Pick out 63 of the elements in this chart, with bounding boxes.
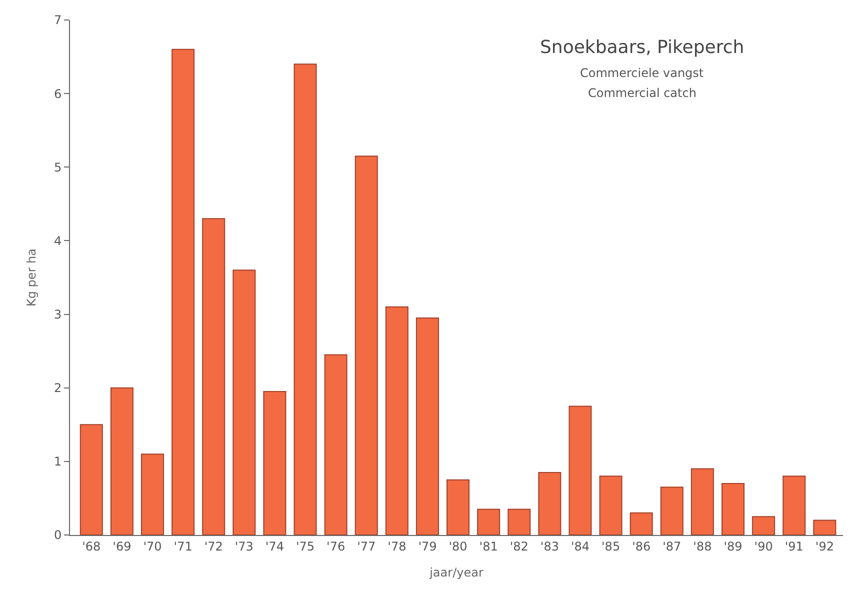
y-tick-label: 4	[54, 234, 62, 248]
bar	[568, 406, 592, 535]
bar	[354, 156, 378, 535]
bar	[232, 270, 256, 535]
x-tick-label: '88	[693, 539, 712, 554]
bar	[263, 391, 286, 535]
bar	[722, 483, 745, 535]
x-tick-label: '73	[234, 539, 254, 554]
y-tick-label: 7	[54, 13, 62, 28]
annotation: Commerciele vangst	[580, 66, 704, 80]
x-tick-label: '72	[204, 539, 223, 554]
x-tick-label: '70	[143, 539, 162, 554]
y-tick-label: 6	[54, 86, 62, 101]
x-tick-label: '78	[388, 539, 406, 554]
y-tick-label: 0	[54, 528, 62, 542]
bar	[752, 516, 776, 535]
bar	[202, 218, 226, 535]
annotation: Commercial catch	[588, 86, 696, 100]
bar	[140, 454, 164, 535]
x-tick-label: '79	[418, 539, 437, 554]
x-tick-label: '69	[112, 539, 132, 554]
bar	[446, 479, 470, 535]
x-tick-label: '77	[357, 539, 376, 554]
bar	[690, 468, 714, 535]
x-tick-label: '85	[602, 539, 620, 554]
x-tick-label: '86	[632, 539, 651, 554]
y-tick-label: 2	[54, 381, 62, 396]
x-tick-label: '84	[570, 539, 590, 554]
x-axis-title: jaar/year	[428, 565, 484, 580]
bar	[813, 520, 836, 535]
bar	[324, 354, 348, 535]
x-tick-label: '89	[724, 539, 742, 554]
bar	[385, 306, 408, 535]
x-tick-label: '74	[265, 539, 284, 554]
x-tick-label: '82	[510, 539, 528, 554]
bar	[508, 508, 531, 535]
bar	[538, 472, 562, 535]
x-tick-label: '92	[815, 539, 834, 554]
x-tick-label: '90	[754, 539, 773, 554]
bar	[782, 476, 806, 535]
x-tick-label: '80	[448, 539, 468, 554]
bar	[80, 424, 103, 535]
x-tick-label: '76	[326, 539, 346, 554]
bar	[172, 48, 195, 535]
y-axis-title: Kg per ha	[24, 248, 38, 307]
y-tick-label: 3	[54, 307, 62, 322]
bar	[110, 387, 134, 535]
y-tick-label: 1	[54, 454, 62, 469]
x-tick-label: '71	[174, 539, 192, 554]
bar	[599, 476, 622, 535]
x-tick-label: '83	[540, 539, 559, 554]
bar	[630, 512, 653, 535]
text: Snoekbaars, Pikeperch	[540, 37, 744, 58]
x-tick-label: '87	[662, 539, 682, 554]
bar	[294, 64, 317, 535]
x-tick-label: '75	[296, 539, 315, 554]
y-tick-label: 5	[54, 160, 62, 174]
bar	[660, 486, 684, 535]
x-tick-label: '81	[479, 539, 498, 554]
x-tick-label: '68	[82, 539, 101, 554]
bar	[477, 508, 500, 535]
x-tick-label: '91	[784, 539, 804, 554]
bar	[416, 317, 439, 535]
